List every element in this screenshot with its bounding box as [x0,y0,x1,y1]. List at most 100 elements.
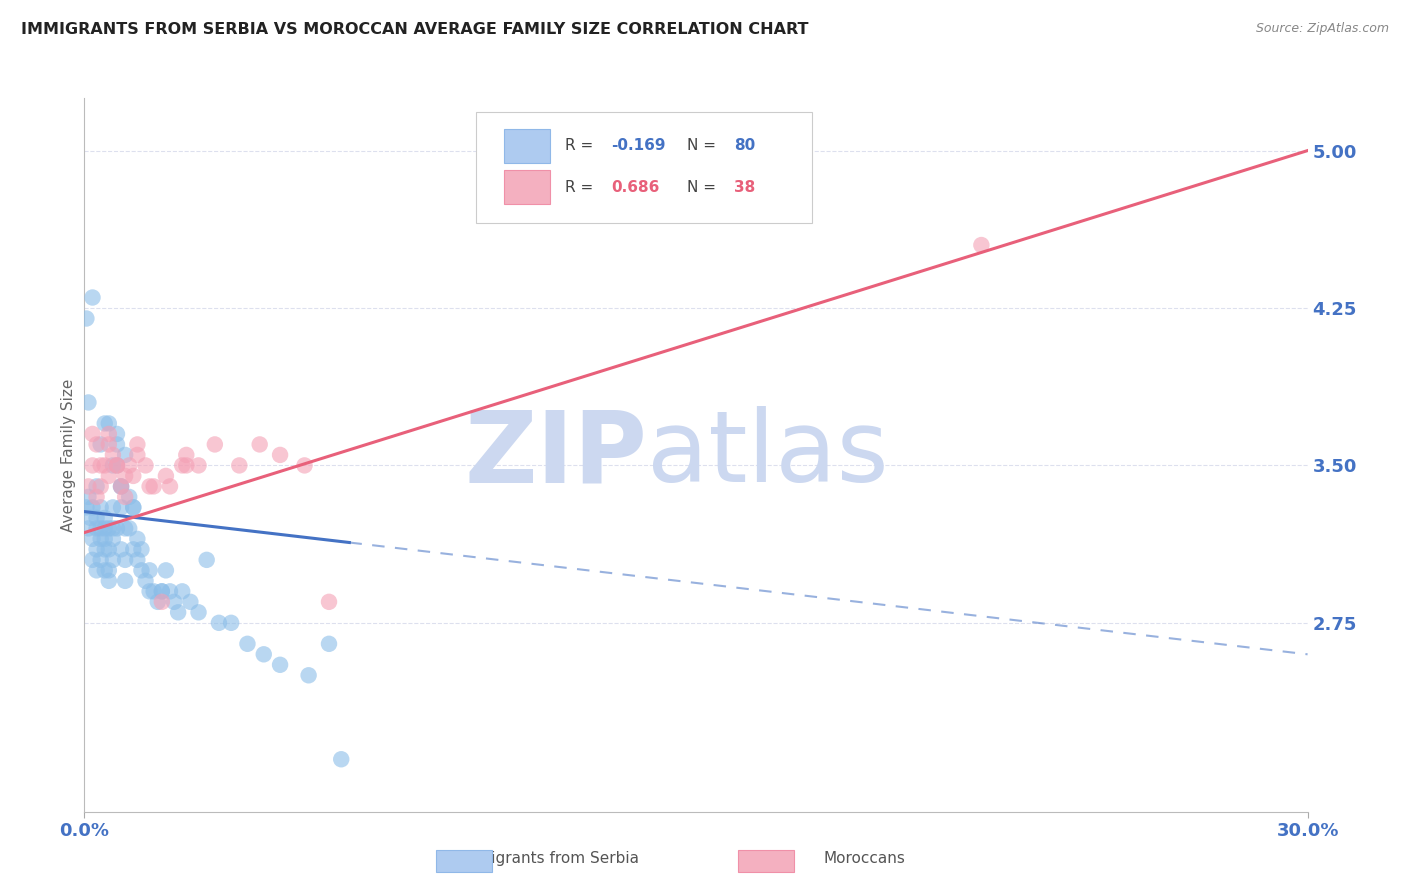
Point [138,479,160,493]
Point [118,458,141,473]
Point [114,490,136,504]
Point [176,458,198,473]
Point [93,521,117,535]
Point [93,511,117,525]
Point [82,500,104,515]
Y-axis label: Average Family Size: Average Family Size [60,378,76,532]
Point [131,563,153,577]
Point [163,595,186,609]
Point [101,521,124,535]
Point [105,437,128,451]
Point [330,752,353,766]
Point [90,479,112,493]
Text: 80: 80 [734,138,755,153]
Point [127,448,149,462]
Point [114,469,136,483]
Point [82,458,104,473]
Point [105,458,128,473]
Point [179,595,201,609]
Point [77,521,100,535]
Text: N =: N = [688,138,721,153]
Point [269,657,291,672]
Point [97,437,120,451]
Point [105,458,128,473]
Point [97,542,120,557]
Text: N =: N = [688,180,721,194]
Point [142,584,165,599]
Point [219,615,242,630]
Point [79,511,101,525]
Point [90,458,112,473]
Point [105,458,128,473]
Point [172,458,194,473]
Point [77,490,100,504]
Point [77,395,100,409]
Point [122,500,145,515]
Point [90,553,112,567]
FancyBboxPatch shape [503,128,550,163]
Text: Source: ZipAtlas.com: Source: ZipAtlas.com [1256,22,1389,36]
Point [204,437,226,451]
Point [318,637,340,651]
Point [138,563,160,577]
Point [82,291,104,305]
Point [172,584,194,599]
Point [208,615,231,630]
Point [97,426,120,441]
Text: Moroccans: Moroccans [824,851,905,865]
Point [97,574,120,588]
Point [101,448,124,462]
Text: 0.686: 0.686 [612,180,659,194]
Point [93,458,117,473]
Point [110,542,132,557]
Point [970,238,993,252]
Point [86,542,108,557]
Point [167,605,190,619]
Point [253,648,276,662]
Point [86,437,108,451]
Point [187,605,209,619]
Point [82,532,104,546]
Point [93,542,117,557]
Point [118,521,141,535]
Text: -0.169: -0.169 [612,138,666,153]
Point [118,490,141,504]
Point [150,584,173,599]
Point [135,574,157,588]
Point [82,426,104,441]
Point [155,469,177,483]
Point [142,479,165,493]
Point [131,542,153,557]
Point [101,532,124,546]
Point [146,595,169,609]
Point [90,500,112,515]
FancyBboxPatch shape [475,112,813,223]
Text: R =: R = [565,180,598,194]
Point [77,479,100,493]
Text: 38: 38 [734,180,755,194]
Point [93,563,117,577]
Point [122,469,145,483]
Point [110,479,132,493]
Point [127,553,149,567]
Text: IMMIGRANTS FROM SERBIA VS MOROCCAN AVERAGE FAMILY SIZE CORRELATION CHART: IMMIGRANTS FROM SERBIA VS MOROCCAN AVERA… [21,22,808,37]
Point [187,458,209,473]
Point [110,479,132,493]
Point [105,521,128,535]
Point [86,563,108,577]
Point [236,637,259,651]
Point [101,458,124,473]
Point [86,479,108,493]
Point [90,532,112,546]
Point [122,500,145,515]
Point [93,417,117,431]
Point [86,490,108,504]
Point [294,458,316,473]
Point [86,511,108,525]
Text: ZIP: ZIP [464,407,647,503]
Point [97,469,120,483]
Point [101,500,124,515]
Point [97,417,120,431]
Point [159,584,181,599]
Point [75,500,97,515]
